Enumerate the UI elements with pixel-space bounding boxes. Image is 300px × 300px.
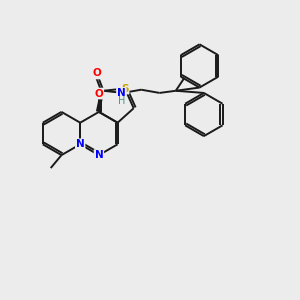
Text: O: O: [94, 88, 103, 98]
Text: S: S: [121, 83, 129, 94]
Text: N: N: [94, 150, 103, 160]
Text: H: H: [118, 96, 125, 106]
Text: N: N: [76, 139, 85, 149]
Text: N: N: [117, 88, 126, 98]
Text: O: O: [92, 68, 101, 79]
